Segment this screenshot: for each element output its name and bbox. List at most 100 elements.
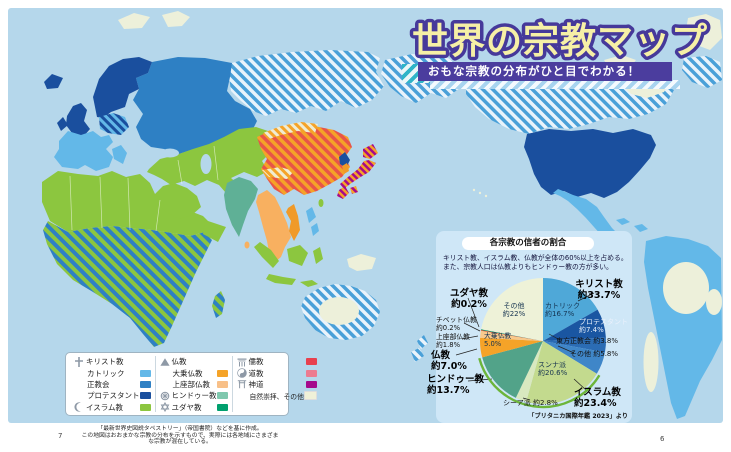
legend-column-2: 仏教 大乗仏教 上座部仏教 ヒンドゥー教 ユダヤ教: [154, 356, 232, 413]
pie-slice-judaism: [480, 329, 543, 341]
leader-line: [557, 345, 575, 354]
region-new-zealand-south: [411, 348, 424, 362]
legend-column-3: 儒教 道教 神道 自然崇拝、その他: [231, 356, 321, 412]
legend-label: 上座部仏教: [172, 379, 211, 389]
pie-label-buddhism: 仏教 約7.0%: [431, 350, 467, 372]
region-korea-south: [342, 163, 349, 174]
color-swatch: [139, 380, 151, 388]
region-russia-orthodox: [133, 57, 257, 155]
legend-label: 神道: [248, 379, 264, 389]
torii-icon: [237, 379, 249, 389]
legend-row-hindu: ヒンドゥー教: [160, 390, 228, 401]
leader-line: [455, 348, 478, 356]
region-sri-lanka-theravada: [244, 241, 250, 249]
page-title-graphic: 世界の宗教マップ: [408, 17, 710, 66]
pie-label-judaism: ユダヤ教 約0.2%: [449, 288, 488, 310]
pie-chart-title: 各宗教の信者の割合: [462, 237, 594, 250]
region-philippines-south: [311, 223, 319, 236]
page-number-left: 7: [58, 432, 63, 440]
legend-row-orthodox: 正教会: [74, 379, 151, 390]
region-iceland-protestant: [44, 74, 63, 89]
region-philippines-catholic: [306, 207, 316, 223]
page-number-right: 6: [660, 435, 665, 443]
pie-chart-description: キリスト教、イスラム教、仏教が全体の60%以上を占める。 また、宗教人口は仏教よ…: [443, 254, 628, 271]
legend-label: 儒教: [248, 357, 264, 367]
color-swatch: [216, 403, 228, 411]
region-lesser-sunda: [300, 280, 318, 287]
legend-label: ヒンドゥー教: [171, 391, 217, 401]
legend-label: イスラム教: [86, 402, 124, 412]
legend-row-confucianism: 儒教: [237, 356, 317, 367]
region-southeast-asia-theravada: [256, 190, 291, 262]
region-usa-protestant: [524, 129, 656, 198]
pie-slice-sunni: [526, 341, 597, 405]
crescent-icon: [74, 402, 86, 412]
region-taiwan: [318, 199, 324, 207]
page-subtitle: おもな宗教の分布がひと目でわかる！: [428, 64, 641, 78]
leader-line: [461, 335, 479, 340]
region-australia-outback-nature: [319, 297, 359, 325]
legend-label: 大乗仏教: [172, 368, 203, 378]
pie-slice-shia: [515, 341, 543, 402]
pie-slices: [480, 278, 607, 405]
legend-label: プロテスタント: [87, 391, 140, 401]
region-siberia-mixed-christian: [229, 50, 384, 116]
region-arabia-islam: [154, 183, 201, 219]
pie-label-catholic: カトリック 約16.7%: [545, 302, 580, 318]
pie-slice-protestant: [543, 309, 606, 341]
region-java-islam: [266, 274, 296, 285]
color-swatch: [139, 403, 151, 411]
leader-line: [467, 297, 480, 328]
star-icon: [160, 402, 172, 413]
pie-label-other: その他 約22%: [502, 302, 526, 318]
pie-label-protestant: プロテスタント 約7.4%: [579, 318, 628, 334]
legend-row-judaism: ユダヤ教: [160, 402, 228, 413]
legend-row-catholic: カトリック: [74, 367, 151, 378]
legend-row-taoism: 道教: [236, 367, 317, 378]
region-caribbean-2: [634, 224, 648, 232]
pie-slice-other-christian: [543, 341, 605, 374]
footnote-line-1: 「最新世界史図説タペストリー」（帝国書院）などを基に作成。: [97, 426, 263, 432]
color-swatch: [216, 369, 228, 377]
legend-row-mahayana: 大乗仏教: [160, 367, 228, 378]
pie-label-christianity: キリスト教 約33.7%: [575, 279, 623, 301]
color-swatch: [305, 369, 317, 377]
region-tibet-mixed: [262, 167, 294, 179]
leader-line: [548, 333, 561, 341]
map-legend: キリスト教 カトリック 正教会 プロテスタント イスラム教: [65, 352, 317, 416]
region-horn-of-africa-islam: [203, 220, 226, 242]
region-baffin-mixed: [682, 56, 722, 88]
pie-slice-hindu: [482, 341, 543, 398]
leader-line: [573, 378, 587, 391]
pie-label-shia: シーア派 約2.8%: [503, 399, 558, 407]
mountain-icon: [159, 357, 172, 367]
leader-line: [463, 322, 481, 332]
footnote-line-2: この地図はおおまかな宗教の分布を示すもので、実際には各地域にさまざまな宗教が混在…: [81, 432, 279, 446]
region-amazon-nature: [663, 262, 709, 314]
color-swatch: [303, 391, 317, 401]
leader-line: [522, 397, 531, 401]
yinyang-icon: [236, 368, 249, 378]
region-japan-kyushu: [337, 186, 349, 199]
pie-label-sunni: スンナ派 約20.6%: [538, 361, 568, 377]
region-uk-protestant: [66, 103, 90, 137]
pie-label-theravada: 上座部仏教 約1.8%: [436, 333, 470, 349]
legend-row-theravada: 上座部仏教: [160, 379, 228, 390]
region-new-zealand-north: [417, 335, 428, 349]
pie-label-mahayana: 大乗仏教 5.0%: [484, 332, 512, 348]
legend-label: 仏教: [171, 357, 187, 367]
region-japan-hokkaido: [363, 144, 378, 159]
pie-label-other-christian: その他 約5.8%: [570, 350, 619, 358]
leader-line: [577, 292, 595, 302]
region-japan-honshu: [340, 160, 376, 189]
page-subtitle-banner: おもな宗教の分布がひと目でわかる！: [418, 62, 672, 81]
legend-label: 自然崇拝、その他: [249, 392, 304, 401]
legend-row-protestant: プロテスタント: [74, 390, 151, 401]
region-west-europe-catholic: [54, 131, 113, 171]
region-italy-catholic: [112, 145, 127, 164]
color-swatch: [305, 380, 317, 388]
legend-row-buddhism: 仏教: [159, 356, 228, 367]
page-title: 世界の宗教マップ: [412, 20, 708, 62]
legend-row-nature-other: 自然崇拝、その他: [237, 390, 317, 401]
